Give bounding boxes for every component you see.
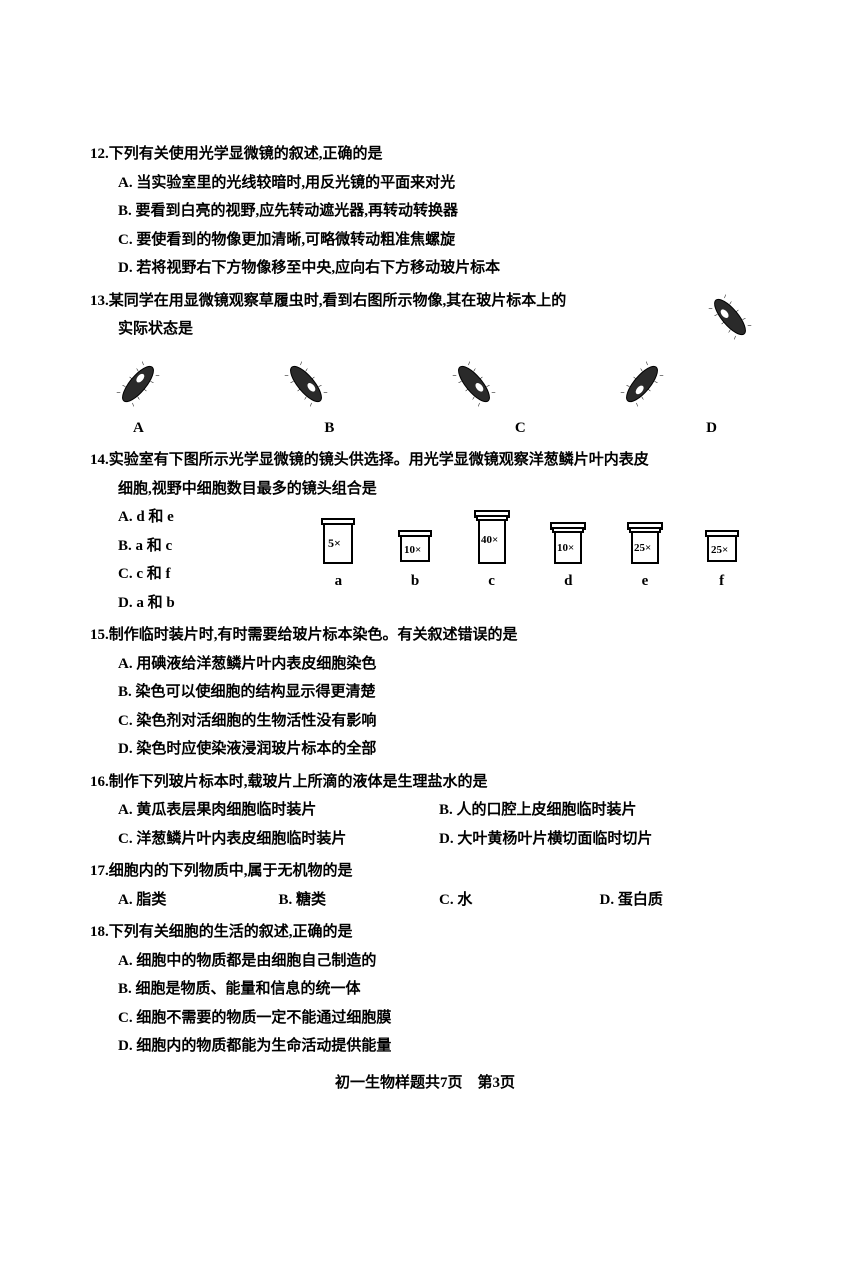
q17-option-c: C. 水 — [439, 886, 600, 915]
q17-stem: 17.细胞内的下列物质中,属于无机物的是 — [90, 857, 760, 886]
q15-option-a: A. 用碘液给洋葱鳞片叶内表皮细胞染色 — [90, 650, 760, 679]
q15-option-d: D. 染色时应使染液浸润玻片标本的全部 — [90, 735, 760, 764]
lens-f-icon: 25× f — [703, 517, 741, 596]
q17-option-d: D. 蛋白质 — [600, 886, 761, 915]
question-14: 14.实验室有下图所示光学显微镜的镜头供选择。用光学显微镜观察洋葱鳞片叶内表皮 … — [90, 446, 760, 617]
q16-option-a: A. 黄瓜表层果肉细胞临时装片 — [118, 796, 439, 825]
q13-num: 13. — [90, 293, 109, 309]
question-13: 13.某同学在用显微镜观察草履虫时,看到右图所示物像,其在玻片标本上的 实际状态… — [90, 287, 760, 443]
q18-option-d: D. 细胞内的物质都能为生命活动提供能量 — [90, 1032, 760, 1061]
q16-num: 16. — [90, 774, 109, 790]
q13-reference-image — [700, 287, 760, 358]
q15-stem: 15.制作临时装片时,有时需要给玻片标本染色。有关叙述错误的是 — [90, 621, 760, 650]
q17-num: 17. — [90, 863, 109, 879]
svg-text:40×: 40× — [481, 534, 498, 546]
q12-num: 12. — [90, 146, 109, 162]
lens-e-icon: 25× e — [626, 517, 664, 596]
q14-stem2: 细胞,视野中细胞数目最多的镜头组合是 — [90, 475, 760, 504]
q14-num: 14. — [90, 452, 109, 468]
q14-stem: 14.实验室有下图所示光学显微镜的镜头供选择。用光学显微镜观察洋葱鳞片叶内表皮 — [90, 446, 760, 475]
q18-option-b: B. 细胞是物质、能量和信息的统一体 — [90, 975, 760, 1004]
paramecium-c-icon — [444, 354, 504, 414]
q18-num: 18. — [90, 924, 109, 940]
label-a: A — [133, 414, 144, 443]
q12-option-d: D. 若将视野右下方物像移至中央,应向右下方移动玻片标本 — [90, 254, 760, 283]
q12-stem: 12.下列有关使用光学显微镜的叙述,正确的是 — [90, 140, 760, 169]
q16-stem: 16.制作下列玻片标本时,载玻片上所滴的液体是生理盐水的是 — [90, 768, 760, 797]
q15-num: 15. — [90, 627, 109, 643]
q14-option-b: B. a 和 c — [118, 532, 300, 561]
question-17: 17.细胞内的下列物质中,属于无机物的是 A. 脂类 B. 糖类 C. 水 D.… — [90, 857, 760, 914]
question-18: 18.下列有关细胞的生活的叙述,正确的是 A. 细胞中的物质都是由细胞自己制造的… — [90, 918, 760, 1061]
q13-stem2: 实际状态是 — [90, 315, 760, 344]
svg-text:10×: 10× — [557, 542, 574, 554]
q12-option-b: B. 要看到白亮的视野,应先转动遮光器,再转动转换器 — [90, 197, 760, 226]
question-15: 15.制作临时装片时,有时需要给玻片标本染色。有关叙述错误的是 A. 用碘液给洋… — [90, 621, 760, 764]
q17-option-b: B. 糖类 — [279, 886, 440, 915]
lens-d-icon: 10× d — [549, 517, 587, 596]
svg-text:10×: 10× — [404, 544, 421, 556]
svg-text:25×: 25× — [711, 544, 728, 556]
q16-option-c: C. 洋葱鳞片叶内表皮细胞临时装片 — [118, 825, 439, 854]
page-footer: 初一生物样题共7页 第3页 — [90, 1069, 760, 1098]
svg-text:25×: 25× — [634, 542, 651, 554]
q15-option-c: C. 染色剂对活细胞的生物活性没有影响 — [90, 707, 760, 736]
question-16: 16.制作下列玻片标本时,载玻片上所滴的液体是生理盐水的是 A. 黄瓜表层果肉细… — [90, 768, 760, 854]
lens-c-icon: 40× c — [473, 509, 511, 596]
label-c: C — [515, 414, 526, 443]
lens-a-icon: 5× a — [319, 517, 357, 596]
q16-option-d: D. 大叶黄杨叶片横切面临时切片 — [439, 825, 760, 854]
paramecium-a-icon — [108, 354, 168, 414]
question-12: 12.下列有关使用光学显微镜的叙述,正确的是 A. 当实验室里的光线较暗时,用反… — [90, 140, 760, 283]
q18-option-c: C. 细胞不需要的物质一定不能通过细胞膜 — [90, 1004, 760, 1033]
q15-option-b: B. 染色可以使细胞的结构显示得更清楚 — [90, 678, 760, 707]
q14-option-c: C. c 和 f — [118, 560, 300, 589]
q18-option-a: A. 细胞中的物质都是由细胞自己制造的 — [90, 947, 760, 976]
q12-option-a: A. 当实验室里的光线较暗时,用反光镜的平面来对光 — [90, 169, 760, 198]
q13-stem: 13.某同学在用显微镜观察草履虫时,看到右图所示物像,其在玻片标本上的 — [90, 287, 760, 316]
q16-option-b: B. 人的口腔上皮细胞临时装片 — [439, 796, 760, 825]
q13-option-labels: A B C D — [90, 414, 760, 443]
label-d: D — [706, 414, 717, 443]
label-b: B — [324, 414, 334, 443]
paramecium-b-icon — [276, 354, 336, 414]
paramecium-d-icon — [612, 354, 672, 414]
q14-option-d: D. a 和 b — [118, 589, 300, 618]
q14-option-a: A. d 和 e — [118, 503, 300, 532]
q12-option-c: C. 要使看到的物像更加清晰,可略微转动粗准焦螺旋 — [90, 226, 760, 255]
lens-b-icon: 10× b — [396, 517, 434, 596]
q17-option-a: A. 脂类 — [118, 886, 279, 915]
q18-stem: 18.下列有关细胞的生活的叙述,正确的是 — [90, 918, 760, 947]
q14-lens-diagram: 5× a 10× b 40× c 10× d 25× e 25× f — [300, 503, 760, 596]
q13-options-images — [90, 344, 690, 414]
svg-text:5×: 5× — [328, 536, 341, 550]
